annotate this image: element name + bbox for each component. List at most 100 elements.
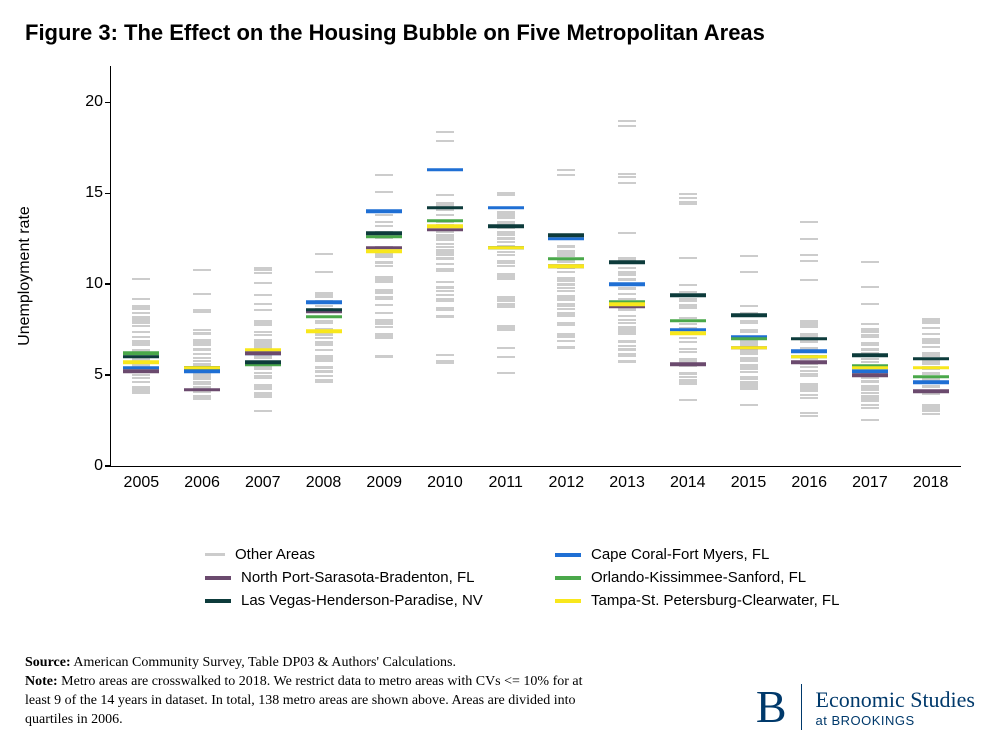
other-area-dash (375, 279, 393, 281)
other-area-dash (436, 281, 454, 283)
other-area-dash (618, 120, 636, 122)
y-tick-label: 5 (94, 366, 103, 384)
other-area-dash (618, 182, 636, 184)
other-area-dash (800, 370, 818, 372)
other-area-dash (861, 404, 879, 406)
other-area-dash (193, 397, 211, 399)
other-area-dash (132, 307, 150, 309)
other-area-dash (497, 265, 515, 267)
other-area-dash (315, 253, 333, 255)
series-dash (548, 233, 584, 237)
other-area-dash (557, 174, 575, 176)
series-dash (913, 375, 949, 379)
other-area-dash (315, 271, 333, 273)
other-area-dash (436, 194, 454, 196)
other-area-dash (436, 270, 454, 272)
x-tick-label: 2009 (366, 474, 402, 492)
series-dash (670, 293, 706, 297)
series-dash (184, 370, 220, 374)
series-dash (609, 282, 645, 286)
other-area-dash (254, 372, 272, 374)
other-area-dash (254, 357, 272, 359)
series-dash (852, 373, 888, 377)
other-area-dash (193, 269, 211, 271)
other-area-dash (800, 412, 818, 414)
other-area-dash (254, 341, 272, 343)
other-area-dash (254, 269, 272, 271)
other-area-dash (254, 309, 272, 311)
other-area-dash (557, 308, 575, 310)
other-area-dash (132, 388, 150, 390)
other-area-dash (861, 330, 879, 332)
other-area-dash (375, 281, 393, 283)
other-area-dash (315, 294, 333, 296)
other-area-dash (254, 368, 272, 370)
other-area-dash (436, 209, 454, 211)
other-area-dash (193, 353, 211, 355)
other-area-dash (436, 316, 454, 318)
other-area-dash (679, 337, 697, 339)
other-area-dash (800, 341, 818, 343)
other-area-dash (679, 373, 697, 375)
other-area-dash (193, 311, 211, 313)
other-area-dash (922, 322, 940, 324)
series-dash (548, 257, 584, 261)
x-tick-label: 2018 (913, 474, 949, 492)
x-tick-label: 2011 (488, 474, 522, 492)
other-area-dash (193, 383, 211, 385)
other-area-dash (861, 400, 879, 402)
series-dash (913, 366, 949, 370)
other-area-dash (618, 232, 636, 234)
other-area-dash (497, 262, 515, 264)
series-dash (609, 261, 645, 265)
series-dash (913, 381, 949, 385)
other-area-dash (193, 357, 211, 359)
other-area-dash (254, 394, 272, 396)
x-tick-label: 2010 (427, 474, 463, 492)
other-area-dash (254, 331, 272, 333)
other-area-dash (497, 356, 515, 358)
other-area-dash (132, 316, 150, 318)
other-area-dash (740, 255, 758, 257)
other-area-dash (132, 336, 150, 338)
other-area-dash (679, 382, 697, 384)
other-area-dash (861, 377, 879, 379)
series-dash (791, 355, 827, 359)
series-dash (731, 337, 767, 341)
other-area-dash (375, 296, 393, 298)
other-area-dash (679, 300, 697, 302)
legend-label: North Port-Sarasota-Bradenton, FL (241, 569, 474, 586)
other-area-dash (557, 303, 575, 305)
other-area-dash (436, 214, 454, 216)
x-tick-label: 2005 (124, 474, 160, 492)
other-area-dash (800, 415, 818, 417)
other-area-dash (436, 203, 454, 205)
other-area-dash (254, 303, 272, 305)
other-area-dash (618, 125, 636, 127)
x-tick-label: 2013 (609, 474, 645, 492)
brookings-brand: B Economic Studies at BROOKINGS (756, 684, 975, 730)
other-area-dash (618, 176, 636, 178)
other-area-dash (254, 366, 272, 368)
other-area-dash (497, 238, 515, 240)
other-area-dash (436, 290, 454, 292)
other-area-dash (497, 303, 515, 305)
other-area-dash (557, 305, 575, 307)
other-area-dash (740, 383, 758, 385)
other-area-dash (375, 289, 393, 291)
other-area-dash (861, 407, 879, 409)
other-area-dash (315, 370, 333, 372)
other-area-dash (740, 357, 758, 359)
series-dash (366, 232, 402, 236)
other-area-dash (315, 381, 333, 383)
other-area-dash (497, 273, 515, 275)
series-dash (366, 210, 402, 214)
other-area-dash (193, 378, 211, 380)
other-area-dash (618, 257, 636, 259)
other-area-dash (800, 326, 818, 328)
other-area-dash (193, 329, 211, 331)
other-area-dash (375, 256, 393, 258)
other-area-dash (740, 388, 758, 390)
other-area-dash (132, 381, 150, 383)
other-area-dash (254, 272, 272, 274)
